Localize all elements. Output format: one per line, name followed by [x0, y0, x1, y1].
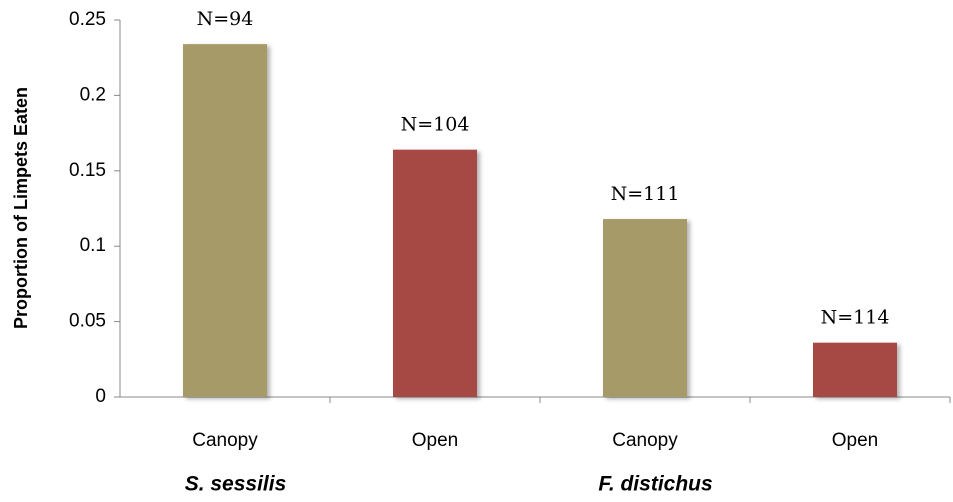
y-tick-label: 0.1	[80, 235, 106, 256]
annotation: N=94	[197, 8, 254, 30]
y-axis-label: Proportion of Limpets Eaten	[11, 87, 31, 329]
y-tick-label: 0.2	[80, 84, 106, 105]
y-tick-label: 0.05	[69, 311, 106, 332]
annotation: N=111	[611, 183, 680, 205]
annotation: N=104	[401, 114, 470, 136]
x-tick-label: Open	[832, 430, 878, 451]
bar	[393, 149, 477, 397]
bar	[603, 219, 687, 397]
x-tick-label: Canopy	[192, 430, 258, 451]
annotation: N=114	[821, 307, 890, 329]
y-tick-label: 0	[95, 386, 106, 407]
bar	[813, 342, 897, 397]
x-tick-label: Canopy	[612, 430, 678, 451]
y-tick-label: 0.25	[69, 9, 106, 30]
group-label: S. sessilis	[185, 473, 287, 496]
x-tick-label: Open	[412, 430, 458, 451]
bar	[183, 44, 267, 398]
group-label: F. distichus	[598, 473, 712, 496]
y-tick-label: 0.15	[69, 160, 106, 181]
